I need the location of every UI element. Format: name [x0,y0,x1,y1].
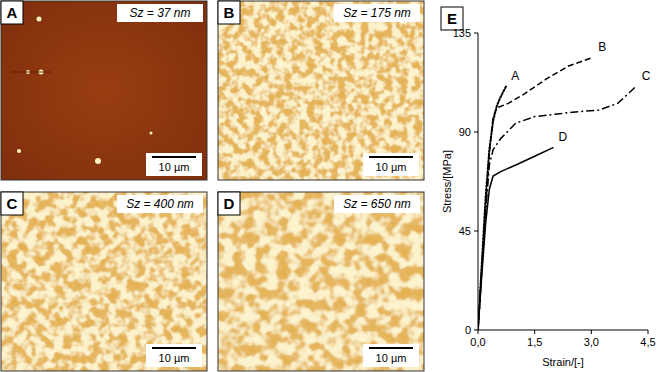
panel-border [218,1,424,180]
chart: E 0 45 90 135 0,0 1,5 3,0 4,5 Strain/[-] Stress/[M… [441,7,656,368]
panel-annotation: Sz = 650 nm [343,197,411,211]
y-tick [474,33,478,34]
series-label: D [559,130,568,144]
y-tick-label: 90 [459,126,471,138]
y-axis-label: Stress/[MPa] [441,150,453,213]
chart-title: E [447,10,457,27]
panel-letter: B [224,4,235,21]
afm-streak [11,71,51,73]
afm-panel: C Sz = 400 nm 10 µm [1,192,207,371]
panel-letter: A [7,4,18,21]
series-label: B [598,40,606,54]
scale-bar-box [146,344,202,367]
afm-image [1,192,207,371]
series-label: C [642,69,651,83]
y-tick-label: 0 [465,324,471,336]
figure: A Sz = 37 nm 10 µm B Sz = 175 nm 10 µm C Sz = 4… [0,0,667,372]
x-tick [534,330,535,334]
y-tick-label: 135 [453,27,471,39]
panel-border [1,192,207,371]
annotation-box [117,195,203,213]
scale-bar [152,347,196,349]
scale-bar-box [146,153,202,176]
afm-panel: A Sz = 37 nm 10 µm [1,1,207,180]
scale-bar-box [363,344,419,367]
panel-letter: D [224,195,235,212]
scale-bar-box [363,153,419,176]
annotation-box [334,195,420,213]
panel-annotation: Sz = 37 nm [129,6,190,20]
y-tick [474,231,478,232]
panel-letter-box [218,1,240,24]
y-axis [478,33,479,330]
y-tick-label: 45 [459,225,471,237]
series-line [478,57,593,330]
x-tick-label: 3,0 [584,336,599,348]
afm-spot [37,17,42,22]
afm-image [1,1,207,180]
afm-image [218,192,424,371]
panel-annotation: Sz = 175 nm [343,6,411,20]
series-line [478,147,554,330]
annotation-box [117,4,203,22]
afm-panel: D Sz = 650 nm 10 µm [218,192,424,371]
panel-letter-box [218,192,240,215]
scale-bar-label: 10 µm [376,352,407,364]
x-tick-label: 1,5 [527,336,542,348]
scale-bar-label: 10 µm [159,352,190,364]
scale-bar [369,347,413,349]
series-line [478,86,637,330]
panel-letter: C [7,195,18,212]
y-tick [474,132,478,133]
x-tick [478,330,479,334]
panel-border [218,192,424,371]
afm-panel: B Sz = 175 nm 10 µm [218,1,424,180]
x-axis-label: Strain/[-] [542,356,584,368]
scale-bar-label: 10 µm [159,161,190,173]
scale-bar-label: 10 µm [376,161,407,173]
x-tick [591,330,592,334]
scale-bar [369,156,413,158]
x-tick-label: 4,5 [640,336,655,348]
panel-letter-box [1,192,23,215]
x-tick-label: 0,0 [470,336,485,348]
lines [478,57,637,330]
panel-border [1,1,207,180]
afm-spot [150,132,153,135]
y-tick [474,330,478,331]
x-tick [648,330,649,334]
panel-letter-box [1,1,23,24]
x-axis [478,330,648,331]
scale-bar [152,156,196,158]
afm-spot [95,158,101,164]
afm-spot [17,149,21,153]
afm-image [218,1,424,180]
panel-annotation: Sz = 400 nm [126,197,194,211]
series-label: A [511,69,519,83]
annotation-box [334,4,420,22]
